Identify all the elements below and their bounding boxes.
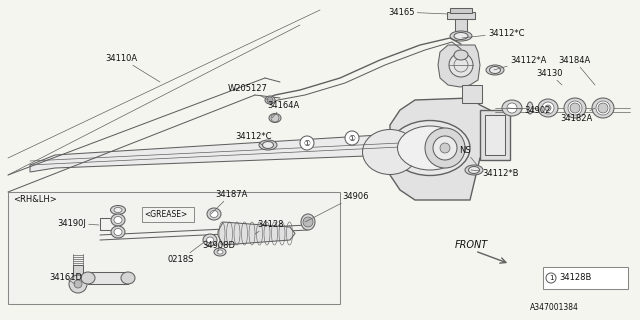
Text: 0218S: 0218S [167,240,207,265]
Ellipse shape [262,141,273,148]
Ellipse shape [564,98,586,118]
Ellipse shape [114,217,122,223]
Ellipse shape [269,114,281,123]
Ellipse shape [210,211,218,218]
Ellipse shape [203,234,217,246]
Ellipse shape [486,65,504,75]
Ellipse shape [454,50,468,60]
Text: 34112*C: 34112*C [235,132,271,145]
Ellipse shape [214,248,226,256]
Circle shape [440,143,450,153]
Text: 34128: 34128 [255,220,284,234]
Text: 34902: 34902 [508,106,550,115]
Ellipse shape [465,165,483,175]
Ellipse shape [111,205,125,214]
Text: ①: ① [303,139,310,148]
Text: 34906: 34906 [305,191,369,222]
Text: 34161D: 34161D [49,274,82,284]
Text: 34110A: 34110A [105,53,160,82]
Ellipse shape [507,103,517,113]
Bar [73,265,83,285]
Text: NS: NS [459,146,477,165]
Ellipse shape [265,96,275,104]
Text: 34112*B: 34112*B [471,169,518,178]
Circle shape [546,273,556,283]
Text: 1: 1 [548,275,553,281]
Circle shape [74,280,82,288]
Ellipse shape [301,214,315,230]
Text: <GREASE>: <GREASE> [144,210,188,219]
Bar [462,85,482,103]
Text: 34164A: 34164A [267,100,300,118]
Ellipse shape [592,98,614,118]
Ellipse shape [207,237,214,243]
Ellipse shape [568,101,582,115]
Text: FRONT: FRONT [455,240,488,250]
Bar [450,8,472,13]
Ellipse shape [397,126,463,170]
Ellipse shape [111,226,125,238]
Circle shape [345,131,359,145]
Ellipse shape [114,228,122,236]
Ellipse shape [81,272,95,284]
Bar [543,267,628,289]
Ellipse shape [217,250,223,254]
Circle shape [433,136,457,160]
Text: 34112*A: 34112*A [494,55,547,70]
Text: ①: ① [349,133,355,142]
Bar [447,12,475,19]
Circle shape [425,128,465,168]
Ellipse shape [538,99,558,117]
Text: 34908D: 34908D [202,241,235,252]
Ellipse shape [502,100,522,116]
Bar [485,115,505,155]
Text: 34187A: 34187A [211,189,248,214]
Ellipse shape [111,214,125,226]
Ellipse shape [545,105,551,111]
Text: 34112*C: 34112*C [462,28,525,38]
Ellipse shape [542,102,554,114]
Polygon shape [30,130,470,172]
Ellipse shape [527,102,533,114]
Text: 34190J: 34190J [57,219,99,228]
Circle shape [69,275,87,293]
Circle shape [303,217,313,227]
Bar [88,272,128,284]
Text: W205127: W205127 [228,84,268,100]
Text: <RH&LH>: <RH&LH> [13,195,57,204]
Ellipse shape [207,208,221,220]
Circle shape [449,53,473,77]
Circle shape [267,97,273,103]
Text: 34128B: 34128B [559,274,591,283]
Ellipse shape [454,33,468,39]
Ellipse shape [490,67,500,74]
Ellipse shape [596,101,610,115]
Polygon shape [390,98,500,200]
Text: 34184A: 34184A [558,55,595,85]
Text: A347001384: A347001384 [530,303,579,313]
Text: 34182A: 34182A [560,108,595,123]
Bar [455,19,467,34]
Circle shape [570,103,580,113]
Circle shape [300,136,314,150]
Circle shape [598,103,608,113]
Bar [142,207,194,222]
Circle shape [271,114,279,122]
Text: 34130: 34130 [536,68,563,85]
Bar [8,192,340,304]
Ellipse shape [390,121,470,175]
Ellipse shape [259,140,277,150]
Ellipse shape [362,130,417,174]
Bar [480,110,510,160]
Ellipse shape [121,272,135,284]
Ellipse shape [450,31,472,41]
Ellipse shape [468,166,479,173]
Polygon shape [438,45,480,87]
Text: 34165: 34165 [388,7,448,17]
Polygon shape [218,222,295,245]
Ellipse shape [114,207,122,212]
